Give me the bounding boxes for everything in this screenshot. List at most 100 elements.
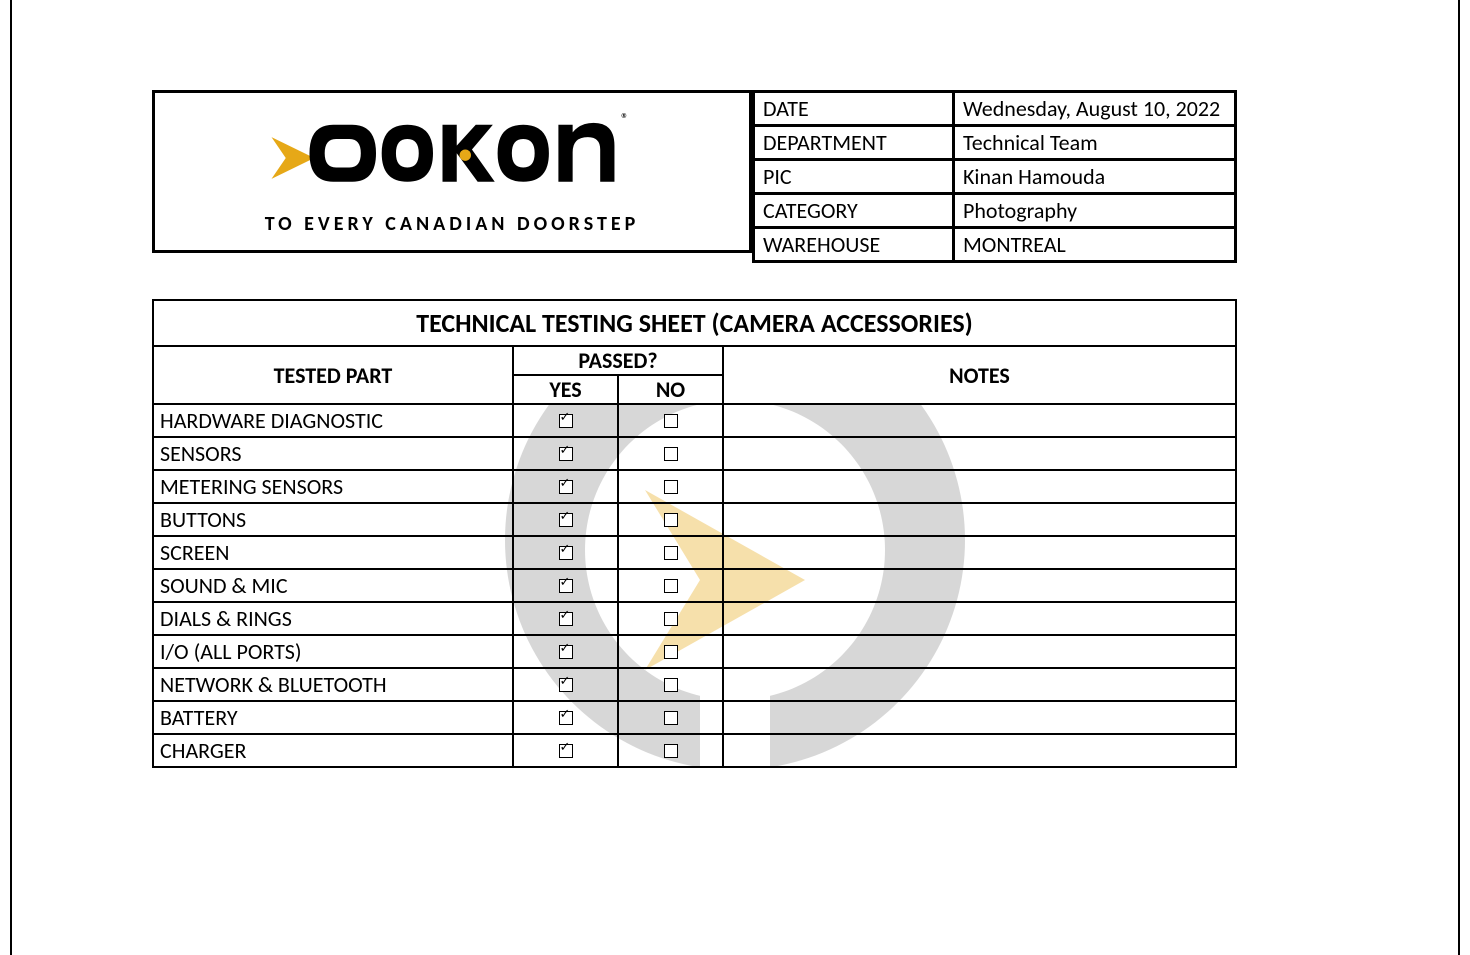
logo-cell: ® TO EVERY CANADIAN DOORSTEP	[152, 90, 752, 253]
passed-yes-cell	[513, 437, 618, 470]
checkbox-no[interactable]	[664, 645, 678, 659]
tested-part-cell: SENSORS	[153, 437, 513, 470]
meta-row: DEPARTMENTTechnical Team	[754, 126, 1236, 160]
passed-no-cell	[618, 701, 723, 734]
meta-value: Wednesday, August 10, 2022	[954, 92, 1236, 126]
checkbox-yes[interactable]	[559, 579, 573, 593]
checkbox-no[interactable]	[664, 414, 678, 428]
tested-part-cell: SOUND & MIC	[153, 569, 513, 602]
checkbox-yes[interactable]	[559, 711, 573, 725]
checkbox-yes[interactable]	[559, 612, 573, 626]
passed-yes-cell	[513, 734, 618, 767]
meta-value: Kinan Hamouda	[954, 160, 1236, 194]
checkbox-no[interactable]	[664, 447, 678, 461]
col-no: NO	[618, 375, 723, 404]
checkbox-no[interactable]	[664, 678, 678, 692]
checkbox-yes[interactable]	[559, 414, 573, 428]
passed-no-cell	[618, 404, 723, 437]
checkbox-no[interactable]	[664, 744, 678, 758]
meta-row: WAREHOUSEMONTREAL	[754, 228, 1236, 262]
checkbox-no[interactable]	[664, 711, 678, 725]
meta-value: MONTREAL	[954, 228, 1236, 262]
passed-no-cell	[618, 503, 723, 536]
meta-key: PIC	[754, 160, 954, 194]
col-notes: NOTES	[723, 346, 1236, 404]
tested-part-cell: SCREEN	[153, 536, 513, 569]
meta-row: PICKinan Hamouda	[754, 160, 1236, 194]
notes-cell	[723, 602, 1236, 635]
passed-no-cell	[618, 734, 723, 767]
notes-cell	[723, 668, 1236, 701]
tested-part-cell: HARDWARE DIAGNOSTIC	[153, 404, 513, 437]
meta-key: DEPARTMENT	[754, 126, 954, 160]
table-row: METERING SENSORS	[153, 470, 1236, 503]
notes-cell	[723, 569, 1236, 602]
tested-part-cell: BUTTONS	[153, 503, 513, 536]
passed-yes-cell	[513, 602, 618, 635]
checkbox-yes[interactable]	[559, 513, 573, 527]
checkbox-yes[interactable]	[559, 678, 573, 692]
passed-no-cell	[618, 437, 723, 470]
meta-table: DATEWednesday, August 10, 2022DEPARTMENT…	[752, 90, 1237, 263]
tested-part-cell: BATTERY	[153, 701, 513, 734]
checkbox-yes[interactable]	[559, 546, 573, 560]
meta-value: Photography	[954, 194, 1236, 228]
tested-part-cell: NETWORK & BLUETOOTH	[153, 668, 513, 701]
table-row: NETWORK & BLUETOOTH	[153, 668, 1236, 701]
checkbox-no[interactable]	[664, 612, 678, 626]
notes-cell	[723, 635, 1236, 668]
col-passed: PASSED?	[513, 346, 723, 375]
passed-yes-cell	[513, 668, 618, 701]
notes-cell	[723, 503, 1236, 536]
sheet-title: TECHNICAL TESTING SHEET (CAMERA ACCESSOR…	[153, 300, 1236, 346]
table-row: SCREEN	[153, 536, 1236, 569]
dokan-logo-icon: ®	[262, 108, 642, 208]
logo-tagline: TO EVERY CANADIAN DOORSTEP	[265, 212, 640, 236]
meta-key: WAREHOUSE	[754, 228, 954, 262]
table-row: I/O (ALL PORTS)	[153, 635, 1236, 668]
testing-table: TECHNICAL TESTING SHEET (CAMERA ACCESSOR…	[152, 299, 1237, 768]
checkbox-no[interactable]	[664, 579, 678, 593]
checkbox-no[interactable]	[664, 546, 678, 560]
meta-value: Technical Team	[954, 126, 1236, 160]
meta-row: CATEGORYPhotography	[754, 194, 1236, 228]
notes-cell	[723, 734, 1236, 767]
table-row: SOUND & MIC	[153, 569, 1236, 602]
col-tested-part: TESTED PART	[153, 346, 513, 404]
passed-no-cell	[618, 470, 723, 503]
notes-cell	[723, 437, 1236, 470]
tested-part-cell: DIALS & RINGS	[153, 602, 513, 635]
meta-row: DATEWednesday, August 10, 2022	[754, 92, 1236, 126]
checkbox-yes[interactable]	[559, 447, 573, 461]
passed-yes-cell	[513, 470, 618, 503]
header-block: ® TO EVERY CANADIAN DOORSTEP DATEWednesd…	[152, 90, 1237, 263]
svg-text:®: ®	[621, 110, 629, 128]
passed-no-cell	[618, 569, 723, 602]
tested-part-cell: CHARGER	[153, 734, 513, 767]
passed-no-cell	[618, 602, 723, 635]
passed-yes-cell	[513, 635, 618, 668]
passed-no-cell	[618, 536, 723, 569]
tested-part-cell: METERING SENSORS	[153, 470, 513, 503]
checkbox-no[interactable]	[664, 480, 678, 494]
checkbox-yes[interactable]	[559, 645, 573, 659]
notes-cell	[723, 536, 1236, 569]
table-row: DIALS & RINGS	[153, 602, 1236, 635]
checkbox-no[interactable]	[664, 513, 678, 527]
checkbox-yes[interactable]	[559, 744, 573, 758]
table-row: HARDWARE DIAGNOSTIC	[153, 404, 1236, 437]
table-row: SENSORS	[153, 437, 1236, 470]
passed-no-cell	[618, 668, 723, 701]
passed-yes-cell	[513, 701, 618, 734]
tested-part-cell: I/O (ALL PORTS)	[153, 635, 513, 668]
passed-yes-cell	[513, 569, 618, 602]
checkbox-yes[interactable]	[559, 480, 573, 494]
passed-yes-cell	[513, 404, 618, 437]
table-row: BUTTONS	[153, 503, 1236, 536]
col-yes: YES	[513, 375, 618, 404]
meta-key: DATE	[754, 92, 954, 126]
notes-cell	[723, 701, 1236, 734]
table-row: BATTERY	[153, 701, 1236, 734]
table-row: CHARGER	[153, 734, 1236, 767]
passed-yes-cell	[513, 536, 618, 569]
